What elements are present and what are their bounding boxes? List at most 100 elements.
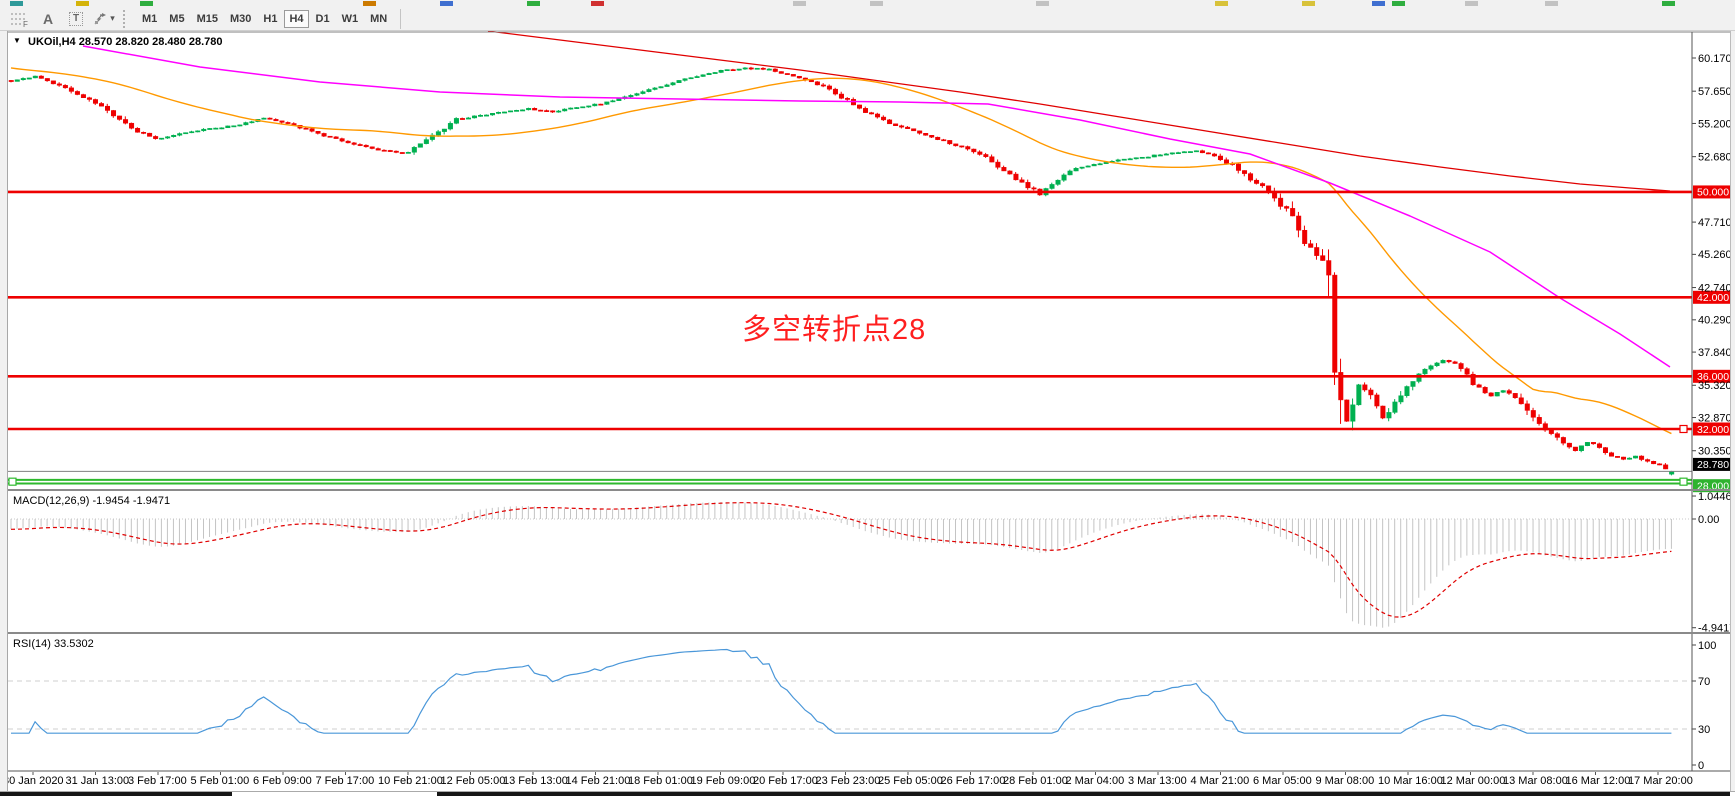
bottom-scroll-bar[interactable] [437,792,1730,796]
svg-text:25 Feb 05:00: 25 Feb 05:00 [878,775,943,787]
hline-handle[interactable] [1679,424,1688,434]
svg-text:6 Mar 05:00: 6 Mar 05:00 [1253,775,1312,787]
svg-text:42.000: 42.000 [1697,292,1729,304]
macd-signal-line [10,502,1672,618]
svg-text:2 Mar 04:00: 2 Mar 04:00 [1066,775,1125,787]
time-axis[interactable]: 30 Jan 2020 31 Jan 13:003 Feb 17:00 5 Feb … [3,772,1693,787]
svg-text:10 Mar 16:00: 10 Mar 16:00 [1378,775,1443,787]
svg-text:47.710: 47.710 [1698,217,1732,229]
timeframe-button-mn[interactable]: MN [365,10,392,28]
macd-axis[interactable]: 1.0446 0.00 -4.9417 [1692,491,1735,635]
fibonacci-tool-icon[interactable]: F [7,9,33,29]
chart-title: UKOil,H4 28.570 28.820 28.480 28.780 [28,36,223,48]
dropdown-arrow-icon[interactable]: ▾ [110,13,115,23]
svg-text:13 Mar 08:00: 13 Mar 08:00 [1503,775,1568,787]
text-glyph: T [68,11,84,26]
svg-text:17 Mar 20:00: 17 Mar 20:00 [1628,775,1693,787]
partial-icon [591,1,604,6]
timeframe-button-m15[interactable]: M15 [192,10,223,28]
svg-text:55.200: 55.200 [1698,118,1732,130]
svg-text:18 Feb 01:00: 18 Feb 01:00 [628,775,693,787]
svg-text:28.780: 28.780 [1697,459,1729,471]
toolbar: F A T ▾ M1 M5 M15 M30 H1 H4 D1 W1 MN [0,7,1735,31]
bottom-divider [0,791,1735,792]
text-tool-icon[interactable]: T [63,9,89,29]
partial-icon [1372,1,1385,6]
partial-icon [1302,1,1315,6]
timeframe-group: M1 M5 M15 M30 H1 H4 D1 W1 MN [136,9,393,28]
svg-text:4 Mar 21:00: 4 Mar 21:00 [1191,775,1250,787]
bottom-scroll-segment[interactable] [0,792,232,796]
text-label-tool-icon[interactable]: A [35,9,61,29]
svg-text:16 Mar 12:00: 16 Mar 12:00 [1566,775,1631,787]
svg-text:30.350: 30.350 [1698,446,1732,458]
svg-text:37.840: 37.840 [1698,347,1732,359]
partial-icon [140,1,153,6]
partial-icon [793,1,806,6]
timeframe-button-h1[interactable]: H1 [258,10,282,28]
svg-text:100: 100 [1698,640,1716,652]
macd-histogram [9,501,1691,628]
ma-long-line [487,30,1671,192]
partial-icon [1215,1,1228,6]
svg-text:13 Feb 13:00: 13 Feb 13:00 [503,775,568,787]
svg-text:1.0446: 1.0446 [1698,491,1732,503]
svg-text:32.870: 32.870 [1698,412,1732,424]
svg-text:12 Mar 00:00: 12 Mar 00:00 [1441,775,1506,787]
svg-text:35.320: 35.320 [1698,380,1732,392]
annotation-text[interactable]: 多空转折点28 [742,314,927,346]
svg-text:20 Feb 17:00: 20 Feb 17:00 [753,775,818,787]
support-handle-right[interactable] [1679,477,1688,486]
partial-icon [1465,1,1478,6]
arrows-tool-icon[interactable]: ▾ [91,9,117,29]
partial-icon [1392,1,1405,6]
timeframe-button-m30[interactable]: M30 [225,10,256,28]
rsi-pane [8,648,1692,734]
svg-text:23 Feb 23:00: 23 Feb 23:00 [816,775,881,787]
ma-fast-line [10,67,1672,435]
svg-text:30: 30 [1698,724,1710,736]
timeframe-button-m1[interactable]: M1 [137,10,162,28]
support-line-28[interactable] [8,477,1692,486]
svg-text:-4.9417: -4.9417 [1698,623,1735,635]
chart-dropdown-marker[interactable]: ▼ [13,36,21,45]
partial-icon [1036,1,1049,6]
partial-icon [363,1,376,6]
svg-text:26 Feb 17:00: 26 Feb 17:00 [941,775,1006,787]
svg-text:50.000: 50.000 [1697,187,1729,199]
timeframe-button-w1[interactable]: W1 [337,10,364,28]
pane-borders [0,31,1735,791]
timeframe-button-d1[interactable]: D1 [311,10,335,28]
hline-36.000-axis-label: 36.000 [1693,369,1735,383]
svg-text:42.740: 42.740 [1698,282,1732,294]
timeframe-button-h4[interactable]: H4 [284,9,309,28]
svg-text:57.650: 57.650 [1698,86,1732,98]
toolbar-separator [400,8,402,29]
svg-text:70: 70 [1698,676,1710,688]
svg-text:28 Feb 01:00: 28 Feb 01:00 [1003,775,1068,787]
price-axis[interactable]: 60.170 57.650 55.200 52.680 47.710 45.260 42.7… [1692,53,1732,458]
hline-50.000-axis-label: 50.000 [1693,185,1735,199]
svg-text:36.000: 36.000 [1697,371,1729,383]
svg-text:30 Jan 2020: 30 Jan 2020 [3,775,64,787]
svg-text:40.290: 40.290 [1698,315,1732,327]
candles-layer [8,66,1675,476]
toolbar-drag-handle[interactable] [123,9,129,28]
partial-icon [440,1,453,6]
text-label-glyph: A [42,10,54,27]
timeframe-button-m5[interactable]: M5 [164,10,189,28]
partial-icon [1662,1,1675,6]
svg-text:12 Feb 05:00: 12 Feb 05:00 [441,775,506,787]
partial-icon [1545,1,1558,6]
fibonacci-glyph: F [23,20,28,27]
partial-icon [76,1,89,6]
hline-42.000-axis-label: 42.000 [1693,290,1735,304]
hline-32.000[interactable] [8,424,1692,434]
svg-text:19 Feb 09:00: 19 Feb 09:00 [691,775,756,787]
support-handle-left[interactable] [8,477,17,486]
svg-text:5 Feb 01:00: 5 Feb 01:00 [191,775,250,787]
window-right-edge[interactable] [1730,31,1735,791]
rsi-axis[interactable]: 100 70 30 0 [1692,640,1716,772]
